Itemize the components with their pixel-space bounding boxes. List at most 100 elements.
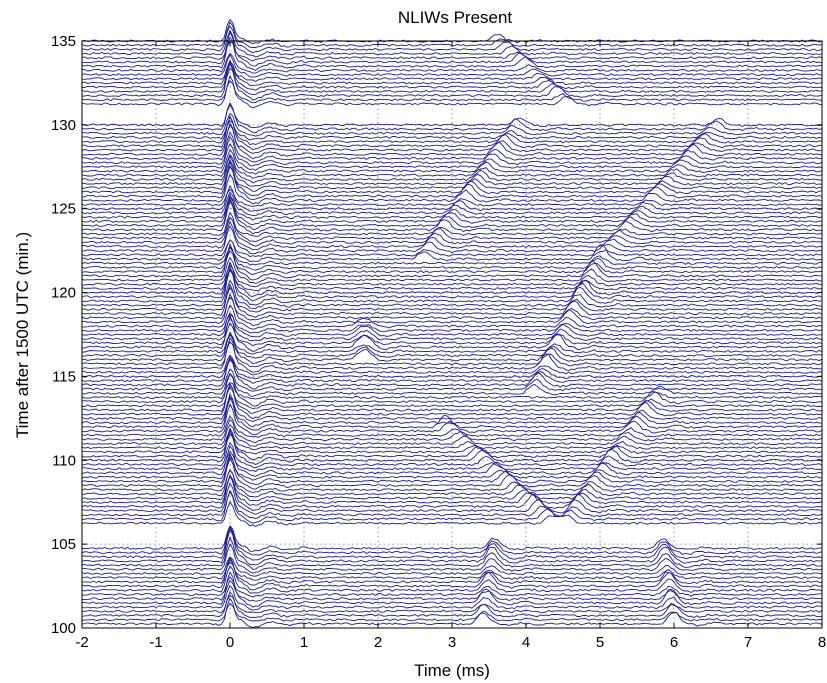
trace-line: [82, 120, 823, 141]
trace-line: [81, 113, 823, 137]
trace-line: [81, 216, 823, 247]
x-tick-label: -2: [75, 634, 88, 651]
trace-line: [81, 80, 823, 104]
x-tick-label: 5: [596, 634, 604, 651]
trace-line: [81, 382, 823, 400]
trace-line: [81, 293, 823, 326]
trace-line: [81, 525, 823, 556]
trace-line: [81, 239, 823, 258]
trace-line: [81, 29, 823, 58]
trace-line: [81, 25, 823, 54]
trace-line: [81, 331, 823, 365]
trace-line: [81, 419, 823, 444]
trace-line: [82, 115, 823, 151]
trace-line: [81, 166, 823, 192]
trace-line: [81, 161, 822, 196]
trace-line: [81, 383, 823, 420]
x-tick-label: 2: [374, 634, 382, 651]
x-tick-label: 7: [744, 634, 752, 651]
trace-line: [81, 594, 823, 614]
trace-line: [81, 264, 823, 288]
trace-line: [81, 528, 823, 566]
trace-line: [81, 334, 823, 355]
y-tick-label: 110: [52, 452, 76, 469]
trace-line: [81, 246, 822, 266]
trace-line: [81, 397, 823, 431]
trace-line: [81, 143, 823, 171]
trace-line: [81, 458, 823, 490]
x-tick-label: 0: [226, 634, 234, 651]
trace-line: [81, 393, 823, 428]
trace-line: [81, 433, 823, 455]
trace-line: [81, 243, 823, 281]
trace-line: [81, 543, 823, 574]
trace-line: [81, 102, 823, 134]
trace-line: [81, 155, 823, 184]
trace-line: [81, 430, 823, 451]
x-tick-label: 1: [300, 634, 308, 651]
chart-title: NLIWs Present: [398, 8, 513, 27]
trace-line: [81, 149, 823, 175]
trace-line: [81, 217, 823, 237]
trace-line: [81, 36, 823, 71]
trace-line: [81, 396, 823, 423]
trace-line: [81, 225, 823, 255]
trace-line: [81, 525, 823, 552]
trace-line: [81, 314, 823, 334]
trace-line: [81, 475, 823, 502]
trace-line: [81, 475, 823, 512]
trace-line: [81, 559, 823, 586]
trace-line: [81, 322, 823, 347]
trace-line: [81, 41, 823, 62]
trace-line: [81, 536, 823, 570]
x-tick-label: 3: [448, 634, 456, 651]
trace-line: [81, 474, 823, 506]
trace-line: [81, 491, 823, 524]
trace-line: [81, 304, 823, 330]
y-tick-label: 125: [51, 201, 76, 218]
trace-line: [81, 60, 823, 86]
trace-line: [81, 268, 823, 306]
trace-line: [81, 104, 823, 129]
trace-line: [81, 337, 823, 373]
trace-line: [81, 279, 823, 309]
trace-line: [81, 469, 823, 498]
trace-line: [81, 21, 823, 48]
trace-line: [81, 75, 823, 109]
trace-line: [81, 62, 823, 101]
trace-line: [82, 165, 823, 200]
trace-line: [81, 54, 823, 78]
trace-line: [81, 269, 823, 292]
y-axis-label: Time after 1500 UTC (min.): [13, 232, 32, 438]
trace-line: [81, 341, 823, 368]
trace-line: [81, 429, 823, 466]
trace-line: [81, 283, 823, 318]
y-tick-label: 105: [51, 536, 76, 553]
trace-line: [81, 356, 823, 380]
trace-line: [81, 246, 823, 271]
trace-line: [81, 173, 823, 205]
trace-line: [81, 257, 823, 284]
trace-line: [81, 198, 823, 230]
y-tick-label: 120: [51, 285, 76, 302]
trace-line: [81, 556, 823, 591]
trace-line: [81, 450, 823, 473]
trace-line: [81, 556, 823, 577]
trace-line: [81, 373, 823, 407]
trace-line: [81, 368, 823, 392]
axis-ticks: -2 -1 0 1 2 3 4 5 6 7 8 100 105 110 115 120 125 130 135: [51, 33, 826, 651]
trace-line: [81, 212, 823, 243]
trace-line: [81, 123, 822, 154]
trace-line: [82, 580, 823, 602]
x-tick-label: 6: [670, 634, 678, 651]
y-tick-label: 130: [51, 117, 76, 134]
x-tick-label: -1: [149, 634, 162, 651]
trace-line: [81, 296, 823, 321]
trace-line: [81, 266, 823, 302]
y-tick-label: 135: [51, 33, 76, 50]
trace-line: [81, 250, 823, 276]
trace-line: [81, 312, 822, 338]
trace-line: [81, 286, 823, 313]
trace-line: [81, 317, 823, 342]
trace-line: [81, 52, 823, 74]
